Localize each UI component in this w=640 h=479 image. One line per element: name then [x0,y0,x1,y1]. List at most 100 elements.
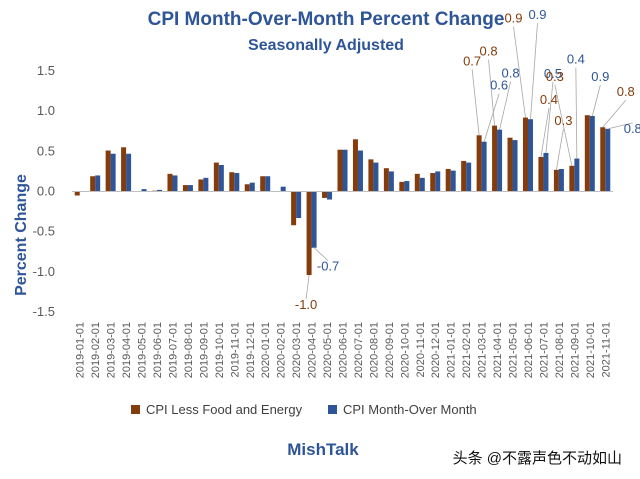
bar-core-cpi [198,179,204,192]
bar-core-cpi [538,156,544,192]
bar-cpi-mom [435,171,441,192]
data-label: -1.0 [295,297,317,312]
bar-core-cpi [445,169,451,192]
data-label-leader [483,93,500,142]
x-tick-label: 2021-11-01 [600,322,612,377]
bar-core-cpi [476,135,482,192]
x-tick-label: 2020-10-01 [399,322,411,378]
data-label: 0.9 [504,11,522,26]
data-label-leader [305,274,310,300]
data-label-leader [488,59,495,126]
bar-core-cpi [430,173,436,192]
y-tick-label: 1.5 [37,63,55,78]
bar-core-cpi [569,165,575,192]
bar-core-cpi [553,169,559,192]
bar-core-cpi [229,172,235,192]
data-label: 0.8 [624,121,640,136]
data-label-leader [556,128,564,170]
bar-cpi-mom [234,173,240,192]
x-tick-label: 2019-06-01 [152,322,164,378]
data-label-leader [313,247,329,262]
x-tick-label: 2020-05-01 [322,322,334,378]
x-tick-label: 2020-12-01 [430,322,442,378]
bar-core-cpi [337,149,343,192]
x-tick-label: 2021-08-01 [554,322,566,378]
y-tick-label: -1.0 [33,264,55,279]
bar-cpi-mom [388,171,394,192]
y-tick-label: 0.5 [37,143,55,158]
x-tick-label: 2020-11-01 [415,322,427,377]
bar-core-cpi [167,173,173,192]
data-label-leader [471,69,480,136]
bar-cpi-mom [311,191,317,248]
bar-cpi-mom [110,153,116,192]
bar-core-cpi [121,147,127,192]
bar-cpi-mom [203,177,209,192]
y-tick-label: -0.5 [33,224,55,239]
data-label: 0.7 [463,53,481,68]
data-label: 0.3 [554,113,572,128]
x-tick-label: 2019-01-01 [75,322,87,378]
data-label: 0.8 [617,84,635,99]
y-tick-label: 0.0 [37,184,55,199]
bar-cpi-mom [342,149,348,192]
bar-cpi-mom [450,170,456,192]
x-tick-label: 2019-11-01 [229,322,241,377]
bar-core-cpi [368,159,374,192]
chart-subtitle: Seasonally Adjusted [248,37,404,54]
data-label-leader [540,107,550,158]
data-label-leader [575,67,578,159]
bars [74,115,611,276]
legend-label-cpi-mom: CPI Month-Over Month [343,402,477,417]
x-tick-label: 2021-04-01 [492,322,504,378]
data-label: 0.6 [490,78,508,93]
x-tick-label: 2020-07-01 [353,322,365,378]
data-label-leader [513,26,526,118]
bar-cpi-mom [296,191,302,219]
watermark-text: 头条 @不露声色不动如山 [453,449,622,467]
x-tick-label: 2020-04-01 [307,322,319,378]
bar-core-cpi [260,176,266,192]
bar-core-cpi [244,184,250,192]
bar-cpi-mom [126,153,132,192]
bar-cpi-mom [497,129,503,192]
y-tick-label: 1.0 [37,103,55,118]
data-label-leader [499,81,511,130]
bar-cpi-mom [218,164,224,192]
x-tick-label: 2020-03-01 [291,322,303,378]
bar-cpi-mom [95,175,101,192]
y-axis-label: Percent Change [13,174,30,296]
bar-cpi-mom [466,162,472,192]
x-tick-label: 2021-03-01 [477,322,489,378]
data-label: 0.4 [540,92,558,107]
bar-cpi-mom [157,189,163,192]
x-tick-label: 2020-09-01 [384,322,396,378]
bar-core-cpi [414,173,420,192]
x-tick-label: 2020-02-01 [276,322,288,378]
x-tick-label: 2019-07-01 [167,322,179,378]
data-label-leader [602,99,627,128]
x-tick-label: 2020-06-01 [338,322,350,378]
bar-core-cpi [291,191,297,226]
x-tick-label: 2021-01-01 [446,322,458,378]
x-tick-label: 2019-04-01 [121,322,133,378]
x-tick-label: 2019-09-01 [198,322,210,378]
x-tick-label: 2020-08-01 [368,322,380,378]
bar-core-cpi [90,176,96,192]
bar-cpi-mom [357,150,363,192]
x-tick-label: 2019-02-01 [90,322,102,378]
chart-title: CPI Month-Over-Month Percent Change [148,9,505,30]
bar-cpi-mom [512,140,518,192]
data-label: 0.9 [591,69,609,84]
bar-core-cpi [322,191,328,198]
bar-core-cpi [461,160,467,192]
bar-core-cpi [74,191,80,196]
x-tick-label: 2021-10-01 [585,322,597,378]
bar-cpi-mom [481,141,487,192]
data-label: 0.8 [480,44,498,59]
data-label: 0.4 [567,52,585,67]
bar-core-cpi [105,150,111,192]
x-tick-label: 2021-09-01 [569,322,581,378]
bar-cpi-mom [172,175,178,192]
